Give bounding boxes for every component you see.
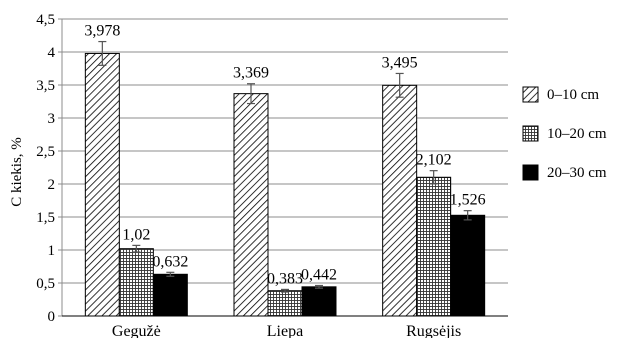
y-tick-label: 3 (48, 111, 56, 127)
legend-label: 10–20 cm (547, 126, 607, 142)
y-tick-label: 0,5 (36, 276, 55, 292)
bar-3 (450, 214, 486, 317)
error-bar (395, 72, 404, 98)
x-category-label: Gegužė (112, 323, 161, 338)
data-label: 0,632 (152, 253, 188, 270)
legend-swatch (522, 125, 539, 142)
bar-2 (118, 248, 154, 317)
bar-1 (382, 84, 418, 317)
error-bar (166, 271, 175, 277)
error-bar (429, 170, 438, 185)
error-bar (463, 210, 472, 221)
y-axis-title: C kiekis, % (9, 137, 25, 207)
error-bar (281, 288, 289, 293)
data-label: 3,369 (233, 65, 269, 82)
y-tick-label: 4 (48, 45, 56, 61)
legend: 0–10 cm 10–20 cm 20–30 cm (522, 86, 607, 181)
y-tick-label: 2,5 (36, 144, 55, 160)
data-label: 1,02 (122, 226, 150, 243)
legend-item: 10–20 cm (522, 125, 607, 142)
y-tick-label: 1,5 (36, 210, 55, 226)
x-category-label: Liepa (267, 323, 303, 338)
legend-swatch (522, 164, 539, 181)
legend-item: 20–30 cm (522, 164, 607, 181)
legend-label: 20–30 cm (547, 165, 607, 181)
y-tick-label: 4,5 (36, 12, 55, 28)
legend-item: 0–10 cm (522, 86, 599, 103)
error-bar (315, 284, 323, 289)
y-tick-label: 2 (48, 177, 56, 193)
data-label: 3,978 (84, 23, 120, 40)
error-bar (132, 244, 141, 253)
error-bar (247, 83, 255, 105)
y-tick-label: 3,5 (36, 78, 55, 94)
x-category-label: Rugsėjis (406, 323, 461, 338)
data-label: 1,526 (450, 192, 486, 209)
axes: 0 0,5 1 1,5 2 2,5 3 3,5 4 4,5 Gegužė Liepa Rugsėjis (36, 12, 508, 338)
bar-1 (84, 52, 120, 317)
legend-label: 0–10 cm (547, 87, 599, 103)
data-label: 0,442 (301, 267, 337, 284)
bar-3 (301, 286, 337, 317)
y-tick-label: 0 (48, 309, 56, 325)
data-label: 3,495 (382, 54, 418, 71)
data-label: 2,102 (416, 152, 452, 169)
bar-1 (233, 93, 269, 317)
bars (84, 40, 486, 317)
bar-2 (416, 176, 452, 317)
y-tick-label: 1 (48, 243, 56, 259)
bar-2 (267, 290, 303, 317)
bar-3 (152, 273, 188, 317)
legend-swatch (522, 86, 539, 103)
error-bar (98, 40, 107, 66)
data-label: 0,383 (267, 270, 303, 287)
